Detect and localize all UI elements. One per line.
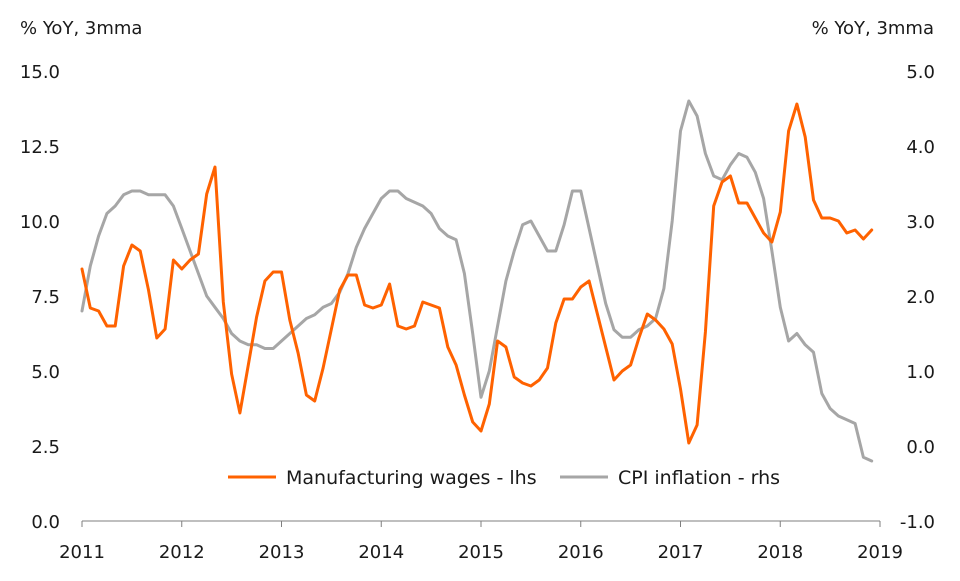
left-axis-unit-label: % YoY, 3mma — [20, 18, 142, 39]
x-tick-label: 2017 — [658, 542, 704, 563]
legend: Manufacturing wages - lhs CPI inflation … — [228, 467, 780, 489]
x-tick-label: 2015 — [458, 542, 504, 563]
series-line-manufacturing-wages — [80, 102, 874, 445]
x-tick-label: 2014 — [358, 542, 404, 563]
x-tick-label: 2016 — [558, 542, 604, 563]
right-y-tick-label: -1.0 — [900, 512, 935, 533]
right-y-tick-label: 0.0 — [906, 437, 935, 458]
left-y-tick-label: 15.0 — [20, 62, 60, 83]
series-line-cpi-inflation — [80, 99, 874, 463]
legend-label-cpi: CPI inflation - rhs — [618, 467, 780, 489]
x-tick-label: 2011 — [59, 542, 105, 563]
right-y-tick-label: 4.0 — [906, 137, 935, 158]
x-tick-label: 2013 — [259, 542, 305, 563]
legend-label-wages: Manufacturing wages - lhs — [286, 467, 537, 489]
x-tick-label: 2012 — [159, 542, 205, 563]
left-y-tick-label: 0.0 — [31, 512, 60, 533]
right-y-tick-label: 2.0 — [906, 287, 935, 308]
series-layer — [80, 99, 874, 463]
left-y-tick-label: 7.5 — [31, 287, 60, 308]
x-tick-label: 2018 — [757, 542, 803, 563]
left-y-axis: 0.0 2.5 5.0 7.5 10.0 12.5 15.0 — [20, 62, 60, 533]
right-y-tick-label: 3.0 — [906, 212, 935, 233]
left-y-tick-label: 12.5 — [20, 137, 60, 158]
left-y-tick-label: 10.0 — [20, 212, 60, 233]
x-tick-label: 2019 — [857, 542, 903, 563]
left-y-tick-label: 2.5 — [31, 437, 60, 458]
x-axis: 2011 2012 2013 2014 2015 2016 2017 2018 2019 — [59, 521, 903, 563]
left-y-tick-label: 5.0 — [31, 362, 60, 383]
right-y-tick-label: 5.0 — [906, 62, 935, 83]
right-axis-unit-label: % YoY, 3mma — [812, 18, 934, 39]
right-y-tick-label: 1.0 — [906, 362, 935, 383]
right-y-axis: -1.0 0.0 1.0 2.0 3.0 4.0 5.0 — [900, 62, 935, 533]
